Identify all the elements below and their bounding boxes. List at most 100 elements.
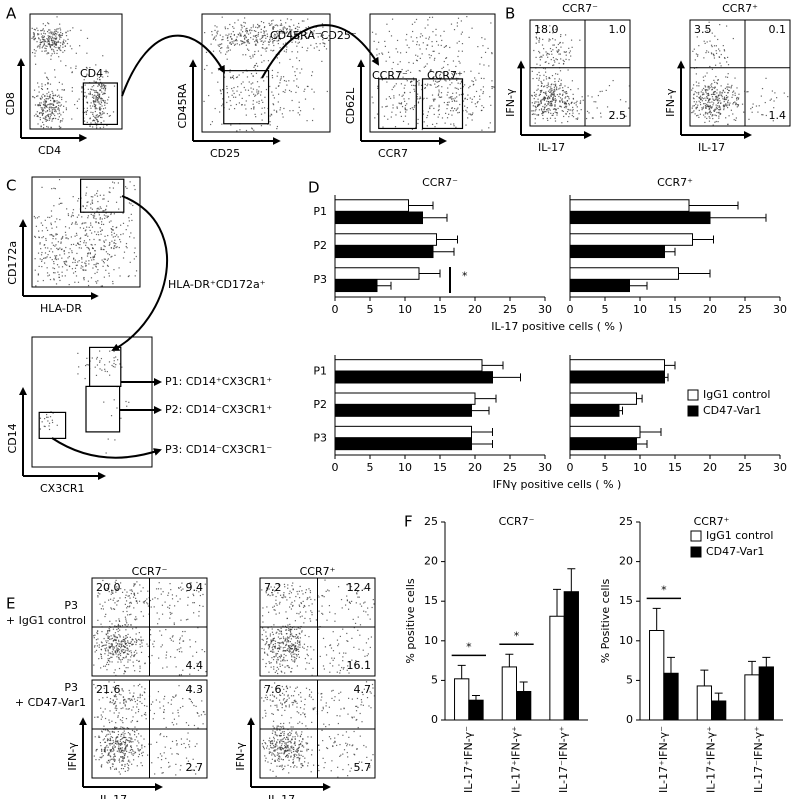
event-dot — [114, 366, 115, 367]
event-dot — [114, 640, 115, 641]
event-dot — [345, 604, 346, 605]
event-dot — [285, 645, 286, 646]
event-dot — [241, 41, 242, 42]
event-dot — [265, 743, 266, 744]
event-dot — [253, 108, 254, 109]
event-dot — [97, 749, 98, 750]
event-dot — [101, 247, 102, 248]
event-dot — [565, 93, 566, 94]
event-dot — [59, 82, 60, 83]
event-dot — [60, 121, 61, 122]
event-dot — [97, 272, 98, 273]
event-dot — [762, 114, 763, 115]
event-dot — [771, 99, 772, 100]
event-dot — [64, 42, 65, 43]
event-dot — [555, 96, 556, 97]
event-dot — [83, 242, 84, 243]
event-dot — [113, 740, 114, 741]
event-dot — [257, 42, 258, 43]
event-dot — [102, 218, 103, 219]
event-dot — [199, 605, 200, 606]
event-dot — [135, 598, 136, 599]
event-dot — [600, 113, 601, 114]
event-dot — [723, 108, 724, 109]
event-dot — [384, 116, 385, 117]
event-dot — [289, 667, 290, 668]
event-dot — [273, 659, 274, 660]
event-dot — [350, 603, 351, 604]
event-dot — [129, 202, 130, 203]
event-dot — [73, 272, 74, 273]
event-dot — [52, 118, 53, 119]
event-dot — [116, 647, 117, 648]
event-dot — [114, 761, 115, 762]
event-dot — [294, 629, 295, 630]
event-dot — [554, 87, 555, 88]
event-dot — [119, 643, 120, 644]
event-dot — [127, 640, 128, 641]
event-dot — [98, 222, 99, 223]
event-dot — [427, 45, 428, 46]
event-dot — [405, 116, 406, 117]
event-dot — [156, 742, 157, 743]
event-dot — [114, 602, 115, 603]
gate-label: CD45RA⁻CD25⁻ — [270, 29, 357, 42]
event-dot — [703, 88, 704, 89]
event-dot — [92, 126, 93, 127]
event-dot — [130, 650, 131, 651]
event-dot — [256, 63, 257, 64]
event-dot — [136, 627, 137, 628]
event-dot — [67, 39, 68, 40]
event-dot — [85, 365, 86, 366]
event-dot — [127, 637, 128, 638]
event-dot — [81, 223, 82, 224]
event-dot — [273, 666, 274, 667]
event-dot — [222, 17, 223, 18]
event-dot — [227, 40, 228, 41]
event-dot — [69, 284, 70, 285]
event-dot — [132, 644, 133, 645]
event-dot — [222, 36, 223, 37]
event-dot — [60, 120, 61, 121]
event-dot — [257, 93, 258, 94]
event-dot — [92, 267, 93, 268]
event-dot — [708, 86, 709, 87]
event-dot — [49, 32, 50, 33]
event-dot — [102, 285, 103, 286]
event-dot — [342, 660, 343, 661]
event-dot — [101, 641, 102, 642]
event-dot — [122, 641, 123, 642]
event-dot — [43, 236, 44, 237]
event-dot — [115, 243, 116, 244]
event-dot — [145, 714, 146, 715]
event-dot — [735, 93, 736, 94]
event-dot — [39, 243, 40, 244]
event-dot — [53, 245, 54, 246]
event-dot — [435, 29, 436, 30]
event-dot — [131, 652, 132, 653]
event-dot — [550, 48, 551, 49]
event-dot — [54, 111, 55, 112]
event-dot — [86, 358, 87, 359]
event-dot — [243, 22, 244, 23]
event-dot — [719, 50, 720, 51]
event-dot — [377, 113, 378, 114]
panel-label: D — [308, 179, 320, 197]
event-dot — [64, 251, 65, 252]
event-dot — [136, 706, 137, 707]
event-dot — [133, 751, 134, 752]
event-dot — [169, 608, 170, 609]
event-dot — [696, 73, 697, 74]
event-dot — [544, 86, 545, 87]
event-dot — [385, 106, 386, 107]
event-dot — [628, 108, 629, 109]
event-dot — [85, 230, 86, 231]
event-dot — [297, 591, 298, 592]
event-dot — [144, 691, 145, 692]
event-dot — [55, 244, 56, 245]
event-dot — [725, 117, 726, 118]
event-dot — [84, 279, 85, 280]
event-dot — [233, 78, 234, 79]
event-dot — [483, 78, 484, 79]
event-dot — [372, 102, 373, 103]
